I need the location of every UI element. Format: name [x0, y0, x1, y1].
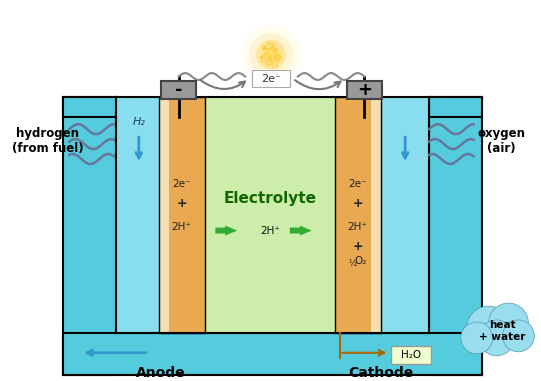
Text: H₂O: H₂O [401, 350, 421, 360]
Bar [116, 98, 429, 333]
Bar [63, 98, 116, 375]
Text: 2e⁻: 2e⁻ [261, 74, 281, 83]
Circle shape [241, 25, 301, 85]
Text: heat
+ water: heat + water [479, 320, 526, 342]
Circle shape [479, 320, 514, 356]
Text: H₂: H₂ [133, 117, 146, 127]
Bar [334, 98, 381, 333]
Text: +: + [176, 197, 187, 210]
Text: 2e⁻: 2e⁻ [173, 179, 191, 189]
Circle shape [467, 306, 511, 350]
Bar [429, 98, 481, 375]
Bar [63, 333, 481, 375]
Text: -: - [175, 82, 182, 99]
Text: Anode: Anode [136, 366, 186, 379]
Circle shape [263, 47, 279, 62]
Bar [334, 98, 381, 333]
Text: oxygen
(air): oxygen (air) [478, 127, 525, 155]
Text: 2H⁺: 2H⁺ [260, 226, 280, 235]
Bar [334, 98, 371, 333]
FancyArrow shape [290, 226, 312, 235]
Circle shape [256, 40, 286, 70]
FancyBboxPatch shape [347, 82, 382, 99]
Bar [429, 98, 481, 117]
Text: hydrogen
(from fuel): hydrogen (from fuel) [11, 127, 83, 155]
Circle shape [249, 33, 293, 77]
Circle shape [503, 320, 535, 352]
Text: O₂: O₂ [354, 256, 367, 266]
Text: Cathode: Cathode [349, 366, 414, 379]
FancyBboxPatch shape [161, 82, 196, 99]
Bar [169, 98, 206, 333]
FancyBboxPatch shape [391, 346, 431, 364]
Text: Electrolyte: Electrolyte [223, 191, 316, 206]
FancyBboxPatch shape [252, 70, 290, 88]
FancyArrow shape [215, 226, 237, 235]
Bar [159, 98, 206, 333]
Text: 2H⁺: 2H⁺ [171, 222, 192, 232]
Text: ½: ½ [348, 259, 357, 268]
Text: 2H⁺: 2H⁺ [347, 222, 367, 232]
Text: +: + [357, 82, 372, 99]
Bar [159, 98, 206, 333]
Bar [206, 98, 334, 333]
Text: +: + [352, 197, 363, 210]
Text: +: + [352, 240, 363, 253]
Bar [63, 98, 116, 117]
Circle shape [489, 303, 529, 343]
Bar [116, 98, 159, 333]
Bar [381, 98, 429, 333]
Circle shape [461, 322, 493, 354]
Text: 2e⁻: 2e⁻ [348, 179, 367, 189]
